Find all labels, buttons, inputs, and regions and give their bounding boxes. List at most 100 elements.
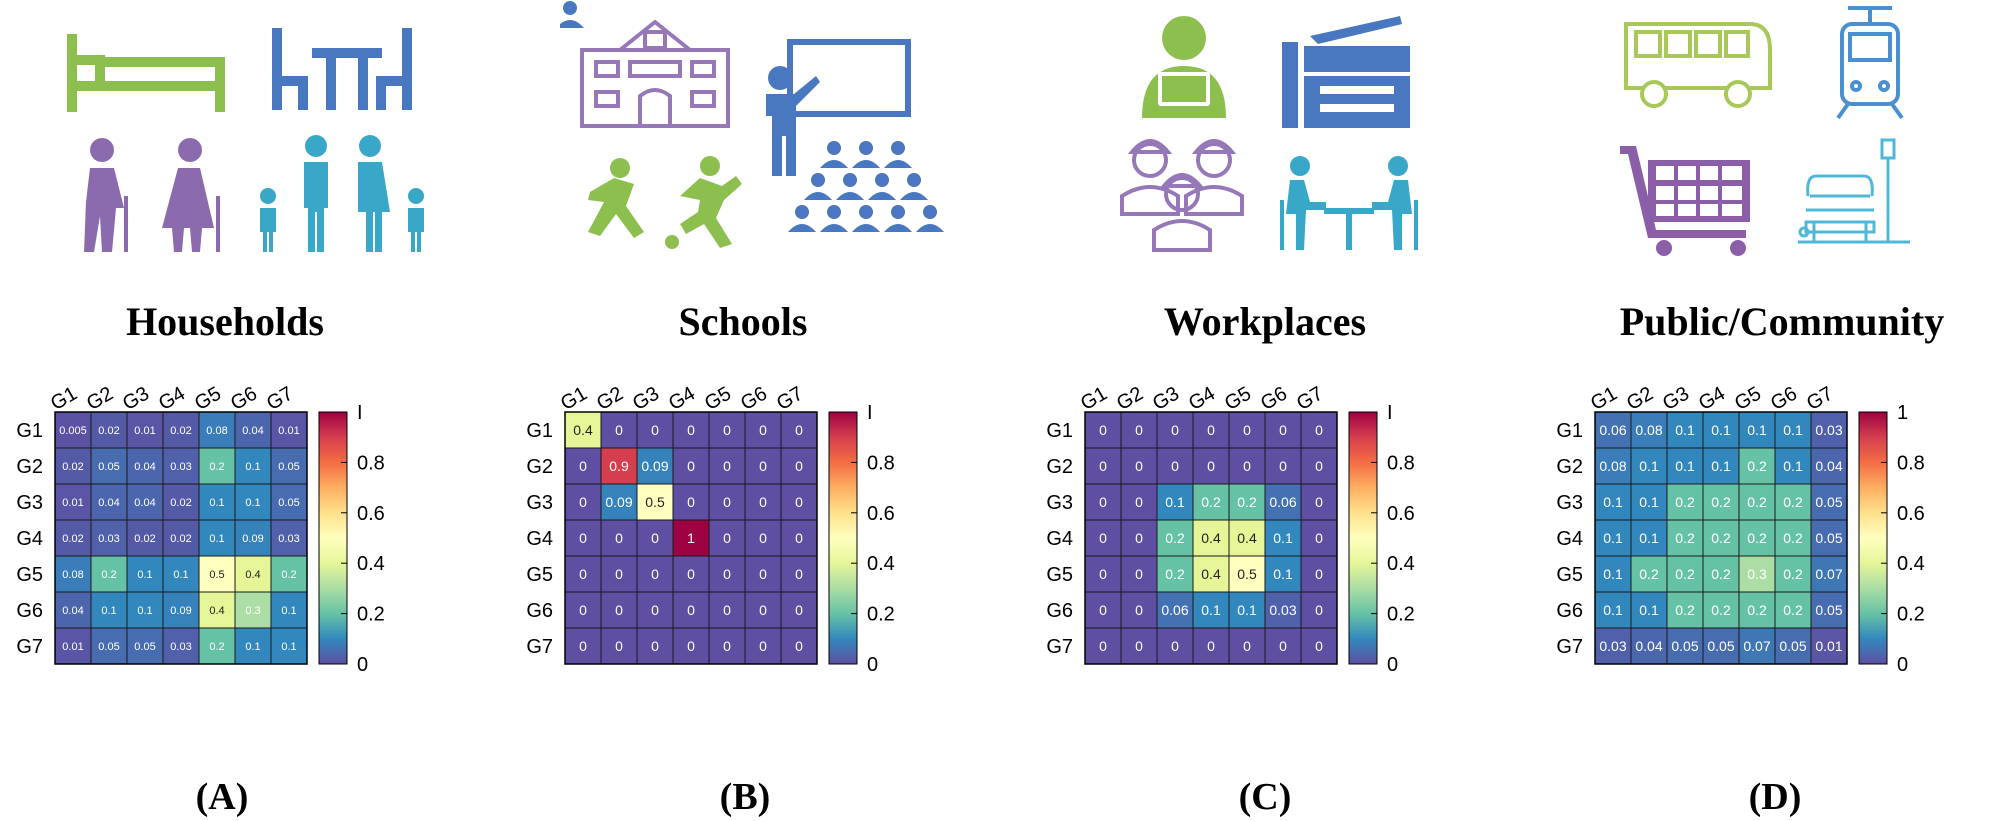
cell-value-label: 0.1 bbox=[281, 605, 296, 617]
cell-value-label: 0.2 bbox=[209, 461, 224, 473]
cell-value-label: 0 bbox=[723, 494, 731, 510]
heatmap-cell bbox=[234, 447, 272, 485]
row-label: G7 bbox=[16, 636, 43, 658]
col-label: G7 bbox=[1293, 383, 1327, 415]
heatmap-cell bbox=[1702, 627, 1740, 665]
cell-value-label: 0 bbox=[1099, 566, 1107, 582]
colorbar-tick-label: 0 bbox=[1897, 654, 1908, 676]
heatmap-cell bbox=[1084, 483, 1122, 521]
heatmap-cell bbox=[636, 519, 674, 557]
cell-value-label: 0 bbox=[615, 602, 623, 618]
cell-value-label: 0.4 bbox=[1237, 530, 1257, 546]
cell-value-label: 0.2 bbox=[1783, 494, 1803, 510]
cell-value-label: 0.2 bbox=[1165, 566, 1185, 582]
panel-title-workplaces: Workplaces bbox=[1163, 299, 1367, 344]
cell-value-label: 0.1 bbox=[1639, 530, 1659, 546]
audience-icon bbox=[556, 1, 944, 232]
heatmap-cell bbox=[1156, 519, 1194, 557]
colorbar-tick-label: 0 bbox=[1387, 654, 1398, 676]
public-icons bbox=[1620, 0, 1940, 270]
cell-value-label: 0.4 bbox=[209, 605, 224, 617]
heatmap-cell bbox=[1084, 627, 1122, 665]
cell-value-label: 0.03 bbox=[1269, 602, 1296, 618]
panel-title-households: Households bbox=[126, 299, 324, 344]
cell-value-label: 0.09 bbox=[641, 458, 668, 474]
heatmap-cell bbox=[1192, 591, 1230, 629]
heatmap-cell bbox=[1702, 591, 1740, 629]
cell-value-label: 0.1 bbox=[1639, 494, 1659, 510]
row-label: G1 bbox=[16, 420, 43, 442]
cell-value-label: 0.2 bbox=[1675, 566, 1695, 582]
cell-value-label: 0 bbox=[1099, 638, 1107, 654]
heatmap-cell bbox=[162, 411, 200, 449]
colorbar-tick-label: 0.4 bbox=[867, 553, 895, 575]
heatmap-cell bbox=[708, 627, 746, 665]
cell-value-label: 0 bbox=[1279, 422, 1287, 438]
cell-value-label: 0 bbox=[759, 602, 767, 618]
cell-value-label: 0.1 bbox=[1273, 530, 1293, 546]
heatmap-cell bbox=[1192, 411, 1230, 449]
heatmap-cell bbox=[90, 411, 128, 449]
colorbar-tick-label: I bbox=[357, 402, 363, 424]
cell-value-label: 0.005 bbox=[59, 425, 87, 437]
heatmap-cell bbox=[234, 519, 272, 557]
heatmap-cell bbox=[1774, 627, 1812, 665]
cell-value-label: 0.03 bbox=[1815, 422, 1842, 438]
cell-value-label: 0 bbox=[1099, 530, 1107, 546]
cell-value-label: 0.05 bbox=[98, 461, 119, 473]
heatmap-cell bbox=[126, 555, 164, 593]
heatmap-cell bbox=[1300, 447, 1338, 485]
col-label: G2 bbox=[1113, 383, 1147, 415]
col-label: G1 bbox=[557, 383, 591, 415]
cell-value-label: 0.05 bbox=[278, 497, 299, 509]
cell-value-label: 0 bbox=[1315, 602, 1323, 618]
cell-value-label: 0 bbox=[1135, 458, 1143, 474]
heatmap-cell bbox=[54, 555, 92, 593]
colorbar-tick-label: I bbox=[867, 402, 873, 424]
heatmap-cell bbox=[1594, 591, 1632, 629]
cell-value-label: 0.01 bbox=[62, 497, 83, 509]
heatmap-cell bbox=[1666, 591, 1704, 629]
heatmap-frame bbox=[54, 411, 308, 665]
cell-value-label: 0 bbox=[759, 530, 767, 546]
cell-value-label: 0 bbox=[1315, 422, 1323, 438]
cell-value-label: 0.04 bbox=[242, 425, 263, 437]
cell-value-label: 0 bbox=[615, 566, 623, 582]
col-label: G5 bbox=[1731, 383, 1765, 415]
cell-value-label: 0 bbox=[651, 566, 659, 582]
cell-value-label: 0.1 bbox=[209, 497, 224, 509]
panel-caption-a: (A) bbox=[195, 776, 249, 818]
cell-value-label: 0.5 bbox=[1237, 566, 1257, 582]
heatmap-cell bbox=[708, 591, 746, 629]
cell-value-label: 0.04 bbox=[62, 605, 83, 617]
col-label: G1 bbox=[1077, 383, 1111, 415]
heatmap-cell bbox=[1774, 591, 1812, 629]
colorbar-tick-label: 0.2 bbox=[1897, 604, 1925, 626]
colorbar bbox=[318, 411, 348, 665]
cell-value-label: 0.2 bbox=[1711, 530, 1731, 546]
heatmap-cell bbox=[1810, 591, 1848, 629]
heatmap-cell bbox=[1156, 483, 1194, 521]
colorbar-tick-label: 0.4 bbox=[1897, 553, 1925, 575]
heatmap-cell bbox=[1774, 483, 1812, 521]
col-label: G7 bbox=[773, 383, 807, 415]
heatmap-cell bbox=[744, 483, 782, 521]
heatmap-cell bbox=[1228, 447, 1266, 485]
cell-value-label: 0.1 bbox=[1711, 458, 1731, 474]
cell-value-label: 0.4 bbox=[1201, 566, 1221, 582]
heatmap-cell bbox=[90, 483, 128, 521]
col-label: G5 bbox=[1221, 383, 1255, 415]
cell-value-label: 0.1 bbox=[1603, 494, 1623, 510]
cell-value-label: 0.02 bbox=[170, 533, 191, 545]
bus-icon bbox=[1624, 22, 1772, 108]
cell-value-label: 0.1 bbox=[1711, 422, 1731, 438]
row-label: G7 bbox=[526, 636, 553, 658]
tram-icon bbox=[1836, 6, 1904, 120]
heatmap-cell bbox=[198, 591, 236, 629]
cell-value-label: 0.1 bbox=[209, 533, 224, 545]
heatmap-cell bbox=[1738, 591, 1776, 629]
col-label: G4 bbox=[155, 383, 189, 415]
colorbar-tick-label: 0.2 bbox=[1387, 604, 1415, 626]
cell-value-label: 0 bbox=[1243, 422, 1251, 438]
cell-value-label: 0 bbox=[759, 494, 767, 510]
